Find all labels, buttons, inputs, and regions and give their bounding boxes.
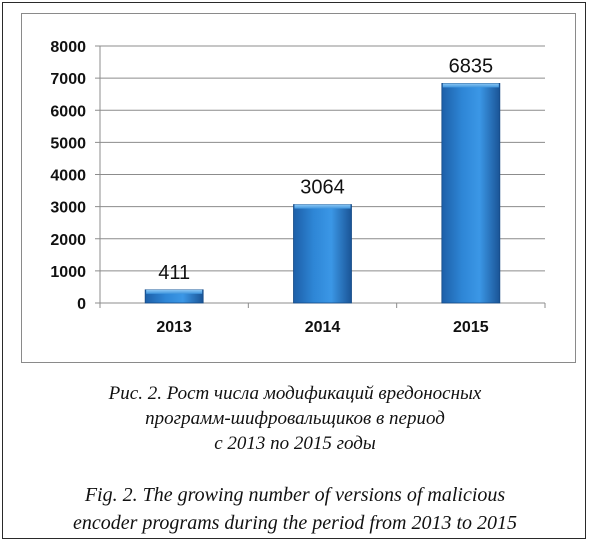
y-tick-label: 4000 bbox=[50, 168, 86, 185]
y-tick-label: 8000 bbox=[50, 39, 86, 56]
y-tick-label: 7000 bbox=[50, 71, 86, 88]
y-tick-label: 1000 bbox=[50, 264, 86, 281]
bar-2015 bbox=[441, 83, 501, 304]
caption-ru-line: Рис. 2. Рост числа модификаций вредоносн… bbox=[108, 383, 482, 404]
y-tick-label: 5000 bbox=[50, 135, 86, 152]
caption-en-line: Fig. 2. The growing number of versions o… bbox=[84, 484, 506, 506]
caption-english: Fig. 2. The growing number of versions o… bbox=[3, 481, 587, 537]
data-label: 411 bbox=[158, 262, 190, 284]
figure-frame: 0 1000 2000 3000 4000 5000 6000 7000 8000 2013 411… bbox=[2, 2, 586, 539]
data-label: 3064 bbox=[300, 177, 345, 199]
x-tick-label: 2014 bbox=[305, 319, 341, 336]
caption-ru-line: программ-шифровальщиков в период bbox=[145, 408, 445, 429]
caption-russian: Рис. 2. Рост числа модификаций вредоносн… bbox=[3, 381, 587, 456]
y-tick-label: 2000 bbox=[50, 232, 86, 249]
bar-chart: 0 1000 2000 3000 4000 5000 6000 7000 8000 2013 411… bbox=[50, 39, 546, 336]
y-tick-label: 0 bbox=[77, 296, 86, 313]
bar-top-highlight bbox=[146, 289, 203, 294]
caption-en-line: encoder programs during the period from … bbox=[72, 512, 518, 534]
chart-area: 0 1000 2000 3000 4000 5000 6000 7000 8000 2013 411… bbox=[21, 13, 576, 363]
y-tick-label: 3000 bbox=[50, 200, 86, 217]
data-label: 6835 bbox=[449, 55, 494, 77]
x-tick-label: 2015 bbox=[453, 319, 489, 336]
x-tick-label: 2013 bbox=[156, 319, 192, 336]
y-tick-label: 6000 bbox=[50, 103, 86, 120]
bar-top-highlight bbox=[442, 83, 499, 88]
bar-top-highlight bbox=[294, 204, 351, 209]
bar-2014 bbox=[293, 204, 352, 304]
caption-ru-line: с 2013 по 2015 годы bbox=[214, 433, 376, 454]
